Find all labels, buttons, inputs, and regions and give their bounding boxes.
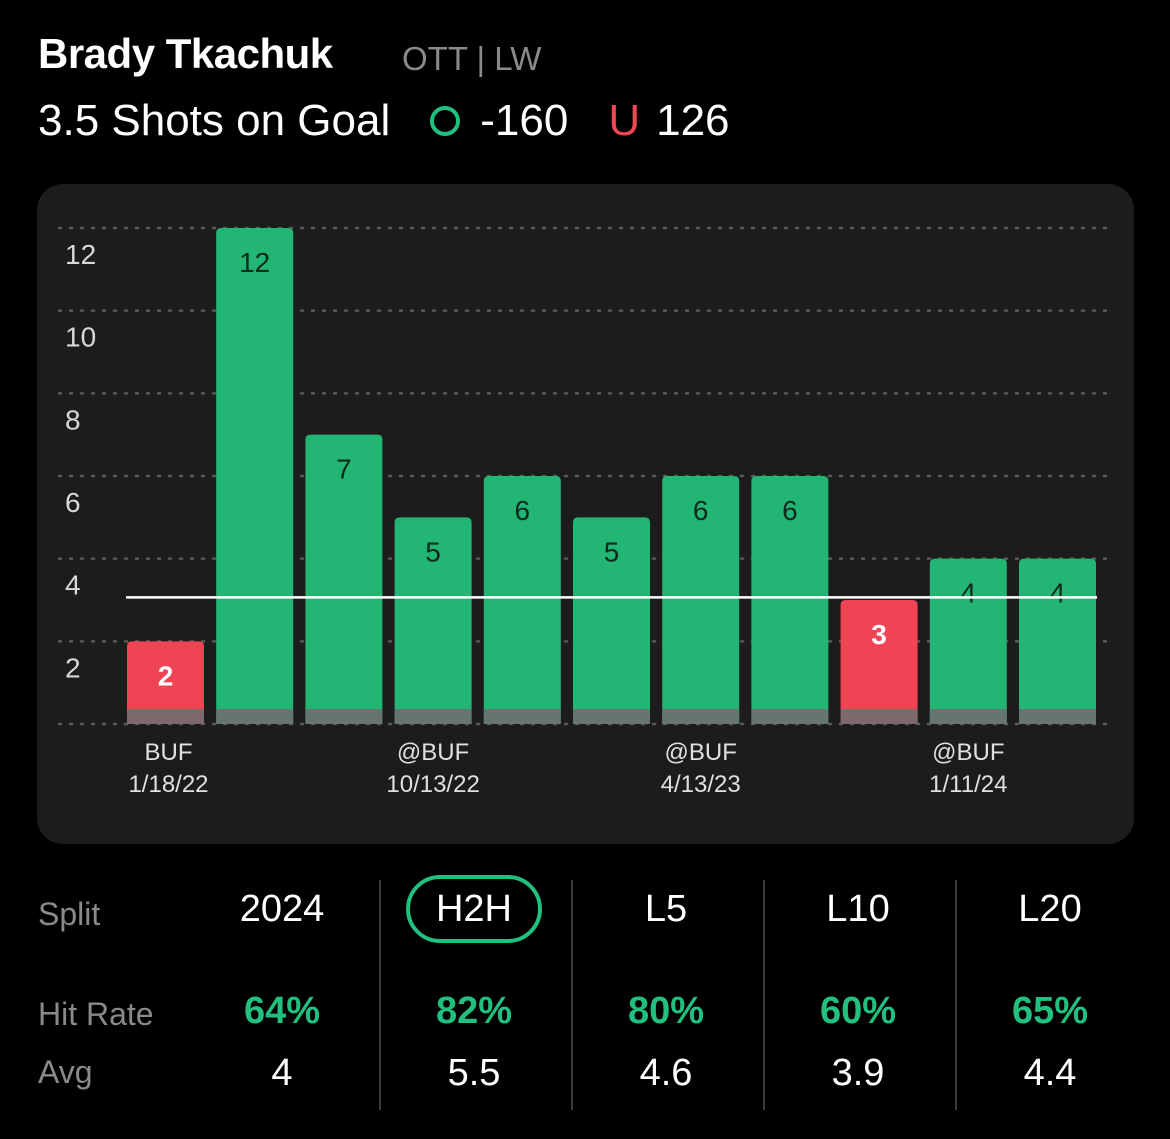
under-letter: U bbox=[608, 96, 641, 145]
bar-value-label: 6 bbox=[515, 495, 531, 526]
hit-rate-row-label: Hit Rate bbox=[38, 996, 154, 1032]
x-label-opponent: @BUF bbox=[665, 739, 737, 766]
shots-bar-chart: 2 4 6 8 10 12 2 12 7 5 6 5 6 6 3 4 4 BUF 1/18/22 @BUF 10/13/… bbox=[57, 226, 1109, 798]
split-tab-l5[interactable]: L5 bbox=[644, 888, 688, 930]
under-odds-button[interactable]: U 126 bbox=[608, 96, 729, 146]
bar-value-label: 3 bbox=[871, 619, 887, 650]
y-tick-label: 4 bbox=[65, 570, 81, 601]
bar bbox=[929, 558, 1007, 724]
bar bbox=[751, 476, 829, 724]
avg-value: 4.6 bbox=[639, 1052, 693, 1094]
bar-base bbox=[662, 709, 740, 724]
bar bbox=[573, 517, 650, 724]
avg-row-label: Avg bbox=[38, 1054, 93, 1090]
stats-table: Split Hit Rate Avg 2024 64% 4 H2H 82% 5.5 L5 80… bbox=[0, 870, 1170, 1130]
bar-base bbox=[483, 709, 561, 724]
bar bbox=[662, 476, 740, 724]
bar-value-label: 12 bbox=[239, 247, 270, 278]
x-label-opponent: @BUF bbox=[397, 739, 469, 766]
over-odds-button[interactable]: -160 bbox=[430, 96, 568, 146]
avg-value: 5.5 bbox=[447, 1052, 501, 1094]
bar-base bbox=[1019, 709, 1096, 724]
bar-base bbox=[305, 709, 383, 724]
split-row-label: Split bbox=[38, 896, 101, 932]
column-divider bbox=[571, 880, 573, 1110]
bar-value-label: 5 bbox=[604, 536, 620, 567]
bar-value-label: 6 bbox=[693, 495, 709, 526]
avg-value: 3.9 bbox=[831, 1052, 885, 1094]
bar-base bbox=[394, 709, 472, 724]
y-tick-label: 10 bbox=[65, 322, 96, 353]
x-label-opponent: BUF bbox=[145, 739, 193, 766]
split-tab-2024[interactable]: 2024 bbox=[239, 888, 325, 930]
under-odds-value: 126 bbox=[656, 96, 730, 145]
x-label-date: 10/13/22 bbox=[386, 771, 479, 798]
bar-value-label: 2 bbox=[158, 660, 174, 691]
bar-base bbox=[573, 709, 650, 724]
y-tick-label: 8 bbox=[65, 404, 81, 435]
column-divider bbox=[763, 880, 765, 1110]
bar-base bbox=[929, 709, 1007, 724]
bar bbox=[840, 600, 918, 724]
team-position: OTT | LW bbox=[402, 40, 542, 77]
bar-value-label: 6 bbox=[782, 495, 798, 526]
bar bbox=[216, 228, 294, 724]
prop-line: 3.5 Shots on Goal -160 U 126 bbox=[38, 96, 770, 146]
bar bbox=[127, 641, 204, 724]
y-tick-label: 2 bbox=[65, 652, 81, 683]
over-circle-icon bbox=[430, 106, 461, 136]
column-divider bbox=[379, 880, 381, 1110]
hit-rate-value: 80% bbox=[627, 990, 705, 1032]
hit-rate-value: 82% bbox=[435, 990, 513, 1032]
x-label-date: 1/18/22 bbox=[128, 771, 208, 798]
hit-rate-value: 64% bbox=[243, 990, 321, 1032]
bar bbox=[1019, 558, 1096, 724]
bar-base bbox=[127, 709, 204, 724]
chart-card: 2 4 6 8 10 12 2 12 7 5 6 5 6 6 3 4 4 BUF 1/18/22 @BUF 10/13/… bbox=[37, 184, 1134, 844]
bar bbox=[305, 434, 383, 724]
bar-value-label: 4 bbox=[961, 578, 977, 609]
bar bbox=[394, 517, 472, 724]
bar-value-label: 5 bbox=[425, 536, 441, 567]
x-label-opponent: @BUF bbox=[932, 739, 1004, 766]
split-tab-l10[interactable]: L10 bbox=[826, 888, 890, 930]
split-tab-l20[interactable]: L20 bbox=[1018, 888, 1082, 930]
bar-value-label: 7 bbox=[336, 454, 352, 485]
column-divider bbox=[955, 880, 957, 1110]
player-name: Brady Tkachuk bbox=[38, 30, 333, 77]
hit-rate-value: 60% bbox=[819, 990, 897, 1032]
x-label-date: 4/13/23 bbox=[661, 771, 741, 798]
prop-label: 3.5 Shots on Goal bbox=[38, 96, 391, 145]
bar bbox=[483, 476, 561, 724]
x-label-date: 1/11/24 bbox=[929, 771, 1007, 798]
y-tick-label: 12 bbox=[65, 239, 96, 270]
avg-value: 4 bbox=[271, 1052, 293, 1094]
hit-rate-value: 65% bbox=[1011, 990, 1089, 1032]
split-tab-h2h[interactable]: H2H bbox=[379, 875, 569, 943]
selected-split-pill: H2H bbox=[405, 875, 543, 943]
bar-value-label: 4 bbox=[1050, 578, 1066, 609]
y-tick-label: 6 bbox=[65, 487, 81, 518]
bar-base bbox=[216, 709, 294, 724]
over-odds-value: -160 bbox=[480, 96, 569, 145]
bar-base bbox=[751, 709, 829, 724]
bar-base bbox=[840, 709, 918, 724]
avg-value: 4.4 bbox=[1023, 1052, 1077, 1094]
